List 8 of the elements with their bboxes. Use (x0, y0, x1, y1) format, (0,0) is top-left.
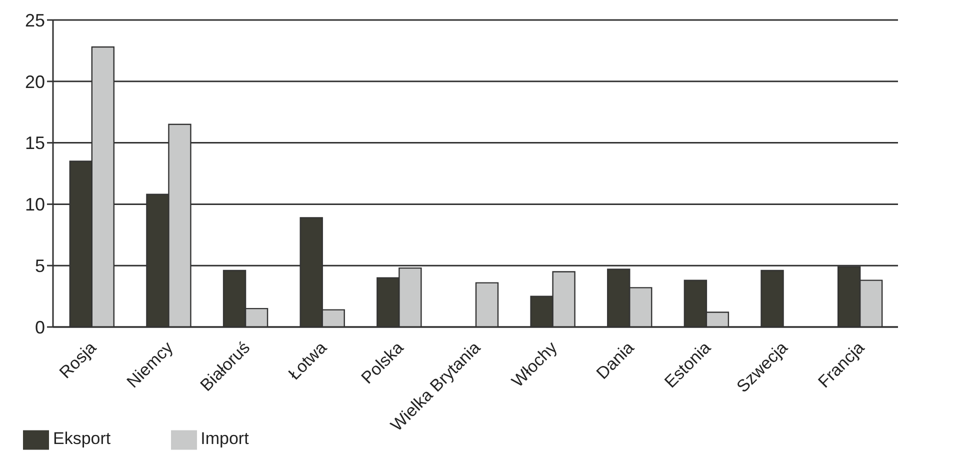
y-tick-label: 10 (24, 194, 45, 215)
y-tick-label: 15 (24, 133, 45, 154)
y-tick-label: 0 (34, 317, 45, 338)
legend-label: Eksport (53, 429, 111, 448)
y-tick-label: 20 (24, 72, 45, 92)
y-tick-label: 5 (34, 256, 45, 276)
y-tick-label: 25 (24, 10, 45, 30)
legend-label: Import (200, 429, 249, 448)
